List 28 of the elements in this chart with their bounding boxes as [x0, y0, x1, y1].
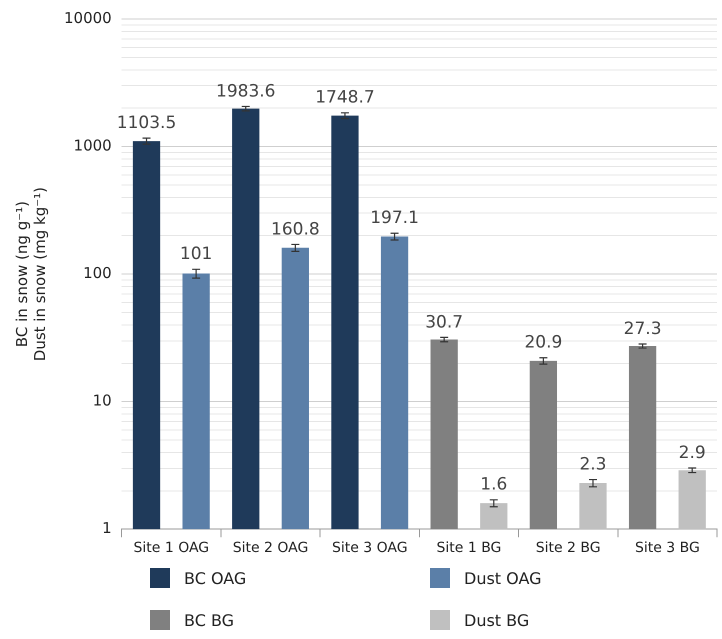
data-label: 2.9: [678, 442, 706, 463]
data-label: 30.7: [425, 312, 464, 332]
x-tick-label: Site 1 BG: [436, 540, 502, 556]
x-tick-label: Site 2 BG: [536, 540, 601, 556]
data-label: 1.6: [480, 474, 508, 495]
data-label: 2.3: [579, 454, 607, 474]
legend-label: Dust BG: [464, 610, 530, 630]
x-tick-label: Site 3 OAG: [332, 540, 408, 556]
data-label: 27.3: [624, 318, 662, 339]
data-label: 20.9: [524, 332, 562, 353]
data-label: 1103.5: [116, 113, 176, 134]
data-label: 160.8: [271, 219, 320, 240]
x-tick-label: Site 2 OAG: [232, 540, 308, 556]
legend-label: BC BG: [184, 610, 234, 630]
y-tick-label: 10: [92, 392, 112, 410]
y-axis-title: BC in snow (ng g⁻¹) Dust in snow (mg kg⁻¹): [12, 186, 49, 362]
legend-label: BC OAG: [184, 568, 246, 588]
data-label: 1983.6: [216, 81, 276, 102]
x-tick-label: Site 1 OAG: [134, 540, 210, 556]
data-label: 101: [180, 244, 212, 264]
data-label: 1748.7: [315, 88, 375, 108]
y-tick-label: 100: [83, 264, 112, 282]
x-tick-label: Site 3 BG: [634, 540, 700, 556]
y-tick-label: 1000: [74, 136, 112, 154]
data-label: 197.1: [370, 208, 419, 228]
legend-label: Dust OAG: [464, 568, 542, 588]
y-tick-label: 10000: [64, 8, 112, 27]
y-tick-label: 1: [102, 519, 112, 538]
